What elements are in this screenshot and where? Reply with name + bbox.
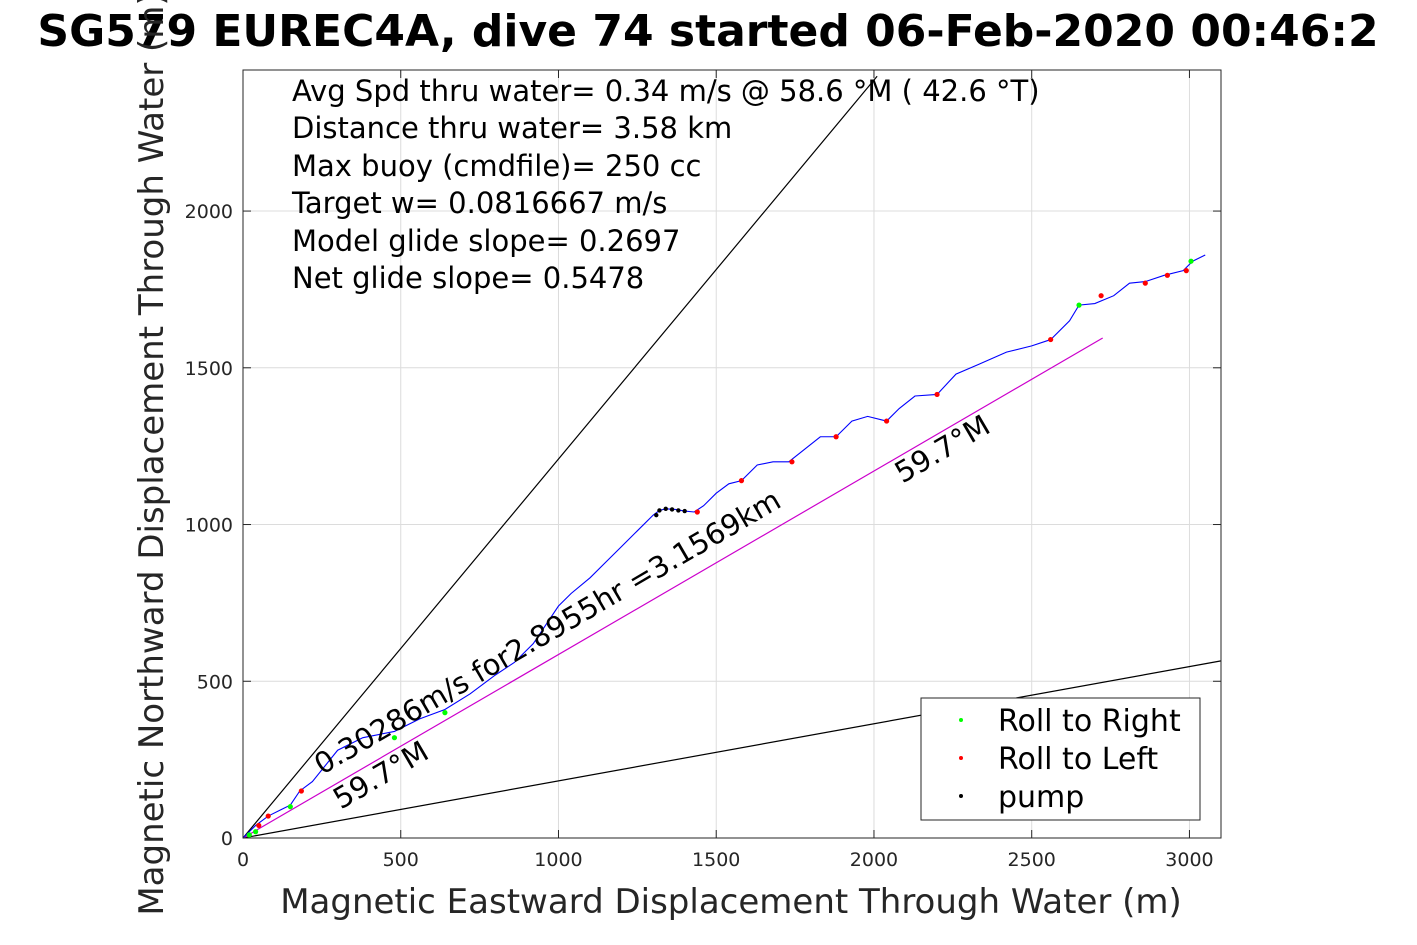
roll-to-left-point xyxy=(789,459,795,465)
pump-point xyxy=(654,512,659,518)
y-tick-label: 1500 xyxy=(185,358,233,380)
y-tick-label: 0 xyxy=(221,828,233,850)
track-layer xyxy=(242,254,1206,839)
roll-to-left-point xyxy=(694,509,700,515)
roll-to-left-point xyxy=(833,434,839,440)
x-tick-label: 1500 xyxy=(692,849,740,871)
pump-point xyxy=(657,508,662,513)
roll-to-right-point xyxy=(1076,302,1082,308)
pump-point xyxy=(676,508,681,513)
roll-to-right-point xyxy=(287,804,293,810)
y-tick-label: 2000 xyxy=(185,201,233,223)
roll-to-left-point xyxy=(298,788,304,794)
pump-point xyxy=(682,508,687,514)
annotation-label: 0.30286m/s for2.8955hr =3.1569km xyxy=(308,483,786,782)
legend-label-roll-left: Roll to Left xyxy=(998,742,1158,777)
roll-to-left-point xyxy=(883,418,890,424)
x-tick-label: 1000 xyxy=(534,849,582,871)
reference-lines xyxy=(242,75,1222,839)
roll-to-right-point xyxy=(1188,258,1194,264)
info-avg-speed: Avg Spd thru water= 0.34 m/s @ 58.6 °M (… xyxy=(292,74,1040,108)
roll-to-right-point xyxy=(442,710,448,716)
legend-marker-roll-right xyxy=(959,718,963,722)
roll-to-left-point xyxy=(1164,272,1170,278)
roll-to-left-point xyxy=(934,391,940,398)
upper-envelope-line xyxy=(242,75,878,839)
roll-to-left-point xyxy=(256,822,262,829)
x-tick-label: 500 xyxy=(383,849,419,871)
marker-layer xyxy=(246,258,1194,838)
x-tick-label: 2000 xyxy=(850,849,898,871)
y-tick-label: 1000 xyxy=(185,515,233,537)
x-tick-label: 3000 xyxy=(1165,849,1213,871)
roll-to-right-point xyxy=(391,735,398,741)
annotations: 0.30286m/s for2.8955hr =3.1569km59.7°M59… xyxy=(308,408,996,816)
roll-to-left-point xyxy=(1048,336,1054,343)
lower-envelope-line xyxy=(242,660,1222,839)
legend-label-pump: pump xyxy=(998,780,1084,815)
legend-label-roll-right: Roll to Right xyxy=(998,704,1181,739)
net-track-line xyxy=(242,337,1103,839)
x-tick-label: 0 xyxy=(237,849,249,871)
y-tick-label: 500 xyxy=(197,671,233,693)
roll-to-left-point xyxy=(1142,280,1148,286)
info-distance: Distance thru water= 3.58 km xyxy=(292,111,732,145)
roll-to-left-point xyxy=(1098,293,1104,299)
legend-marker-roll-left xyxy=(959,756,963,760)
ticks: 0 500 1000 1500 2000 2500 3000 0 500 1000 1500 2000 xyxy=(185,70,1221,871)
roll-to-left-point xyxy=(265,813,271,819)
pump-point xyxy=(663,506,668,512)
info-max-buoy: Max buoy (cmdfile)= 250 cc xyxy=(292,149,701,183)
roll-to-right-point xyxy=(253,829,259,835)
track-line xyxy=(242,254,1206,839)
info-target-w: Target w= 0.0816667 m/s xyxy=(291,186,667,220)
legend-marker-pump xyxy=(959,794,963,798)
legend-box xyxy=(920,697,1201,821)
y-axis-label: Magnetic Northward Displacement Through … xyxy=(132,0,172,916)
info-net-glide-slope: Net glide slope= 0.5478 xyxy=(292,261,644,295)
x-axis-label: Magnetic Eastward Displacement Through W… xyxy=(280,882,1182,922)
info-box: Avg Spd thru water= 0.34 m/s @ 58.6 °M (… xyxy=(291,74,1040,295)
pump-point xyxy=(669,507,675,512)
roll-to-right-point xyxy=(246,832,252,838)
info-model-glide-slope: Model glide slope= 0.2697 xyxy=(292,224,680,258)
chart-title: SG579 EUREC4A, dive 74 started 06-Feb-20… xyxy=(37,6,1378,57)
plot-area-border xyxy=(242,69,1222,839)
grid xyxy=(242,70,1221,839)
roll-to-left-point xyxy=(738,478,745,484)
roll-to-left-point xyxy=(1183,268,1189,274)
x-tick-label: 2500 xyxy=(1008,849,1056,871)
annotation-label: 59.7°M xyxy=(889,408,996,490)
legend: Roll to Right Roll to Left pump xyxy=(920,697,1201,821)
